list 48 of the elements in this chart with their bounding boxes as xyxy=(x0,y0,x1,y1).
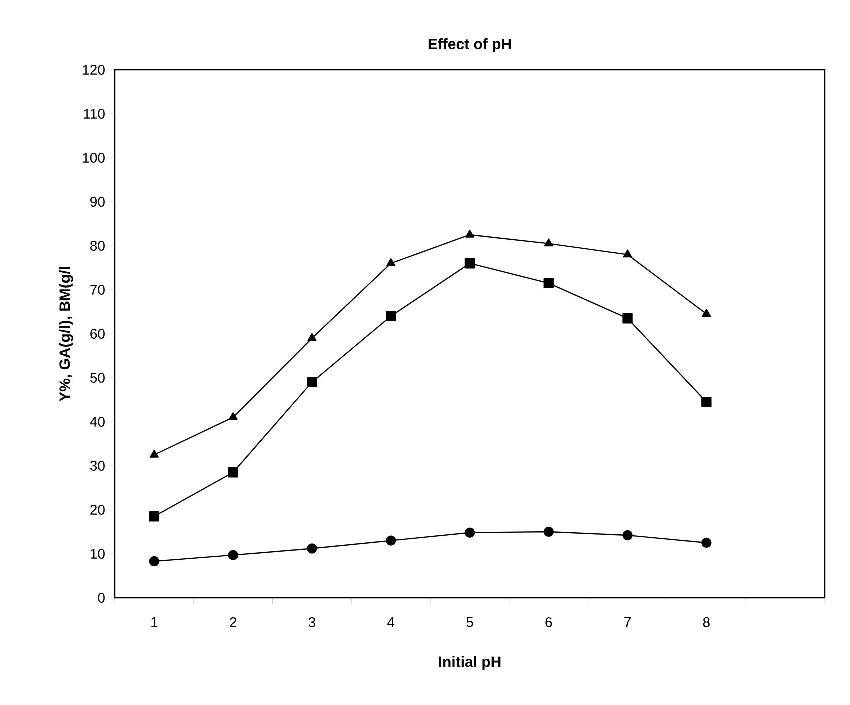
y-tick-label: 50 xyxy=(90,373,105,383)
y-tick-label: 90 xyxy=(90,197,105,207)
x-tick-label: 5 xyxy=(466,618,474,628)
y-tick-label: 40 xyxy=(90,417,105,427)
y-tick-label: 30 xyxy=(90,461,105,471)
point xyxy=(464,528,476,538)
y-tick-label: 20 xyxy=(90,505,105,515)
y-tick-label: 10 xyxy=(90,549,105,559)
chart-title: Effect of pH xyxy=(428,38,512,52)
y-tick-label: 70 xyxy=(90,285,105,295)
x-axis-title: Initial pH xyxy=(439,656,501,670)
point xyxy=(386,258,396,266)
point xyxy=(228,550,238,560)
x-tick-label: 3 xyxy=(308,618,316,628)
point xyxy=(149,512,160,522)
point xyxy=(702,309,712,318)
y-tick-label: 100 xyxy=(83,153,105,163)
point xyxy=(544,526,554,538)
point xyxy=(150,450,159,458)
point xyxy=(544,278,554,288)
y-tick-label: 120 xyxy=(83,65,105,75)
y-tick-label: 80 xyxy=(90,241,105,251)
x-tick-label: 7 xyxy=(624,618,631,628)
y-tick-label: 110 xyxy=(84,109,105,119)
point xyxy=(623,250,632,258)
x-tick-label: 8 xyxy=(703,618,710,628)
y-tick-label: 60 xyxy=(90,329,105,339)
y-axis-title: Y%, GA(g/l), BM(g/l xyxy=(59,267,74,402)
point xyxy=(466,230,474,238)
point xyxy=(544,238,554,247)
point xyxy=(386,311,396,322)
x-tick-label: 1 xyxy=(152,618,158,628)
point xyxy=(307,544,318,554)
point xyxy=(622,530,633,541)
y-tick-label: 0 xyxy=(98,593,105,603)
point xyxy=(308,333,317,342)
point xyxy=(622,314,633,324)
point xyxy=(386,536,396,546)
x-tick-label: 6 xyxy=(546,618,552,628)
point xyxy=(228,412,238,420)
point xyxy=(228,468,238,478)
point xyxy=(307,377,318,388)
point xyxy=(702,397,712,408)
x-tick-label: 4 xyxy=(388,618,395,628)
point xyxy=(149,556,160,567)
x-tick-label: 2 xyxy=(230,618,237,628)
point xyxy=(464,258,476,269)
point xyxy=(702,538,712,548)
